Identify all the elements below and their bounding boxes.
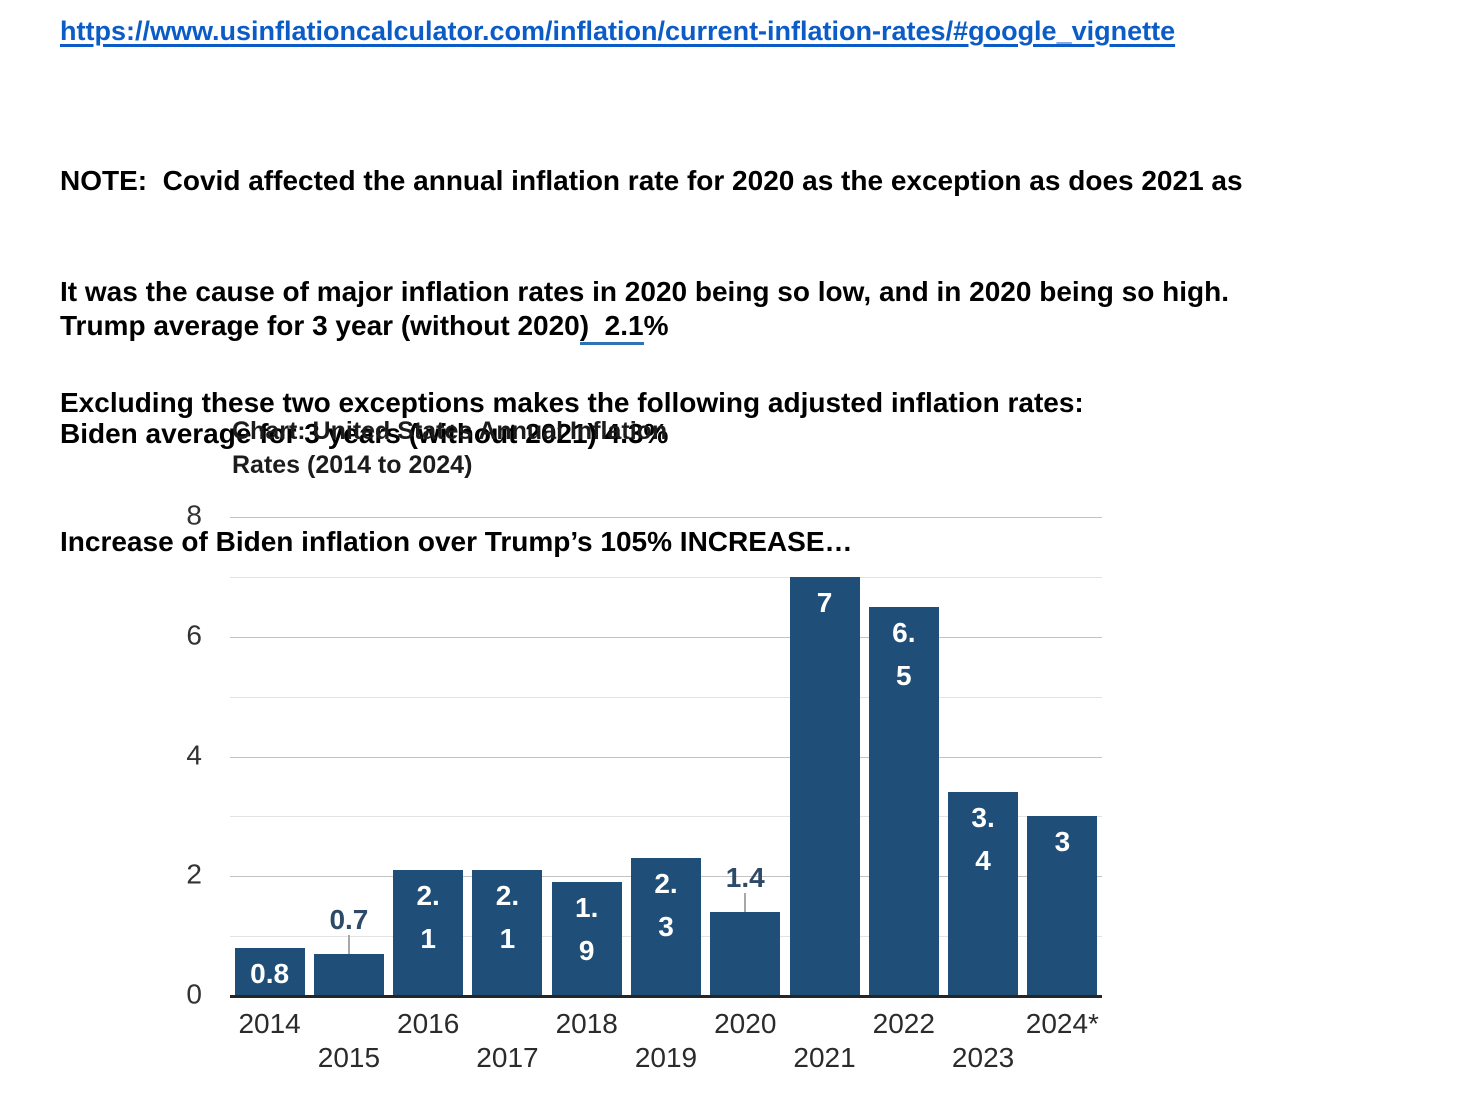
x-tick-label-2017: 2017 <box>476 1042 539 1073</box>
biden-average-line: Biden average for 3 years (without 2021)… <box>60 418 669 449</box>
adjusted-rates-block: Trump average for 3 year (without 2020) … <box>60 236 853 632</box>
chart-title-line-2: Rates (2014 to 2024) <box>232 451 473 479</box>
y-tick-label-2: 2 <box>186 858 202 890</box>
bar-2015 <box>313 954 384 996</box>
bar-2024 <box>1027 816 1098 996</box>
bar-value-label-2019: 2. 3 <box>654 868 678 943</box>
bar-2018 <box>551 882 622 996</box>
chart-title-line-1: Chart: United States Annual Inflation <box>232 417 668 445</box>
bar-2014 <box>234 948 305 996</box>
trump-average-text: Trump average for 3 year (without 2020 <box>60 310 580 341</box>
x-tick-label-2023: 2023 <box>951 1042 1015 1073</box>
source-url-link[interactable]: https://www.usinflationcalculator.com/in… <box>60 16 1176 46</box>
bar-value-label-2024: 3 <box>1054 826 1071 858</box>
bar-2022 <box>868 606 939 996</box>
bar-2023 <box>948 792 1019 996</box>
gridline-6 <box>230 636 1102 638</box>
bar-value-label-2017: 2. 1 <box>495 880 520 955</box>
leader-line-2020 <box>744 893 747 913</box>
bar-value-label-2021: 7 <box>816 586 833 618</box>
bar-2019 <box>631 858 701 996</box>
increase-line: Increase of Biden inflation over Trump’s… <box>60 526 853 557</box>
x-tick-label-2016: 2016 <box>397 1008 460 1039</box>
x-axis-line <box>230 995 1102 998</box>
bar-value-label-2016: 2. 1 <box>416 880 440 955</box>
x-tick-label-2024: 2024* <box>1025 1008 1099 1039</box>
x-tick-label-2020: 2020 <box>714 1008 777 1039</box>
gridline-7 <box>230 576 1102 578</box>
bar-value-label-2020: 1.4 <box>725 862 765 894</box>
y-tick-label-8: 8 <box>186 499 202 531</box>
gridline-3 <box>230 816 1102 818</box>
x-tick-label-2014: 2014 <box>238 1008 301 1039</box>
bar-value-label-2022: 6. 5 <box>892 616 916 691</box>
trump-average-line: Trump average for 3 year (without 2020) … <box>60 308 853 345</box>
bar-value-label-2018: 1. 9 <box>575 892 599 967</box>
gridline-8 <box>230 517 1102 518</box>
note-line-2: It was the cause of major inflation rate… <box>60 276 1229 307</box>
note-line-1: NOTE: Covid affected the annual inflatio… <box>60 165 1243 196</box>
bar-2017 <box>472 870 543 996</box>
x-tick-label-2015: 2015 <box>317 1042 381 1073</box>
note-paragraph: NOTE: Covid affected the annual inflatio… <box>60 88 1243 495</box>
y-tick-label-6: 6 <box>186 619 202 651</box>
gridline-4 <box>230 756 1102 758</box>
x-tick-label-2019: 2019 <box>634 1042 698 1073</box>
note-line-3: Excluding these two exceptions makes the… <box>60 387 1084 418</box>
bar-value-label-2014: 0.8 <box>250 958 290 990</box>
trump-average-underlined-value: ) 2.1 <box>579 310 644 345</box>
x-tick-label-2021: 2021 <box>793 1042 856 1073</box>
x-tick-label-2022: 2022 <box>872 1008 935 1039</box>
bar-2021 <box>789 576 860 996</box>
x-tick-label-2018: 2018 <box>555 1008 618 1039</box>
leader-line-2015 <box>347 935 350 955</box>
y-tick-label-4: 4 <box>186 738 202 770</box>
bar-value-label-2015: 0.7 <box>329 904 369 936</box>
y-tick-label-0: 0 <box>186 978 202 1010</box>
chart-title: Chart: United States Annual Inflation Ra… <box>232 414 667 482</box>
bar-value-label-2023: 3. 4 <box>971 802 995 877</box>
bar-2016 <box>393 870 464 996</box>
gridline-5 <box>230 696 1102 698</box>
bar-2020 <box>710 912 781 996</box>
trump-average-percent-sign: % <box>643 310 669 341</box>
